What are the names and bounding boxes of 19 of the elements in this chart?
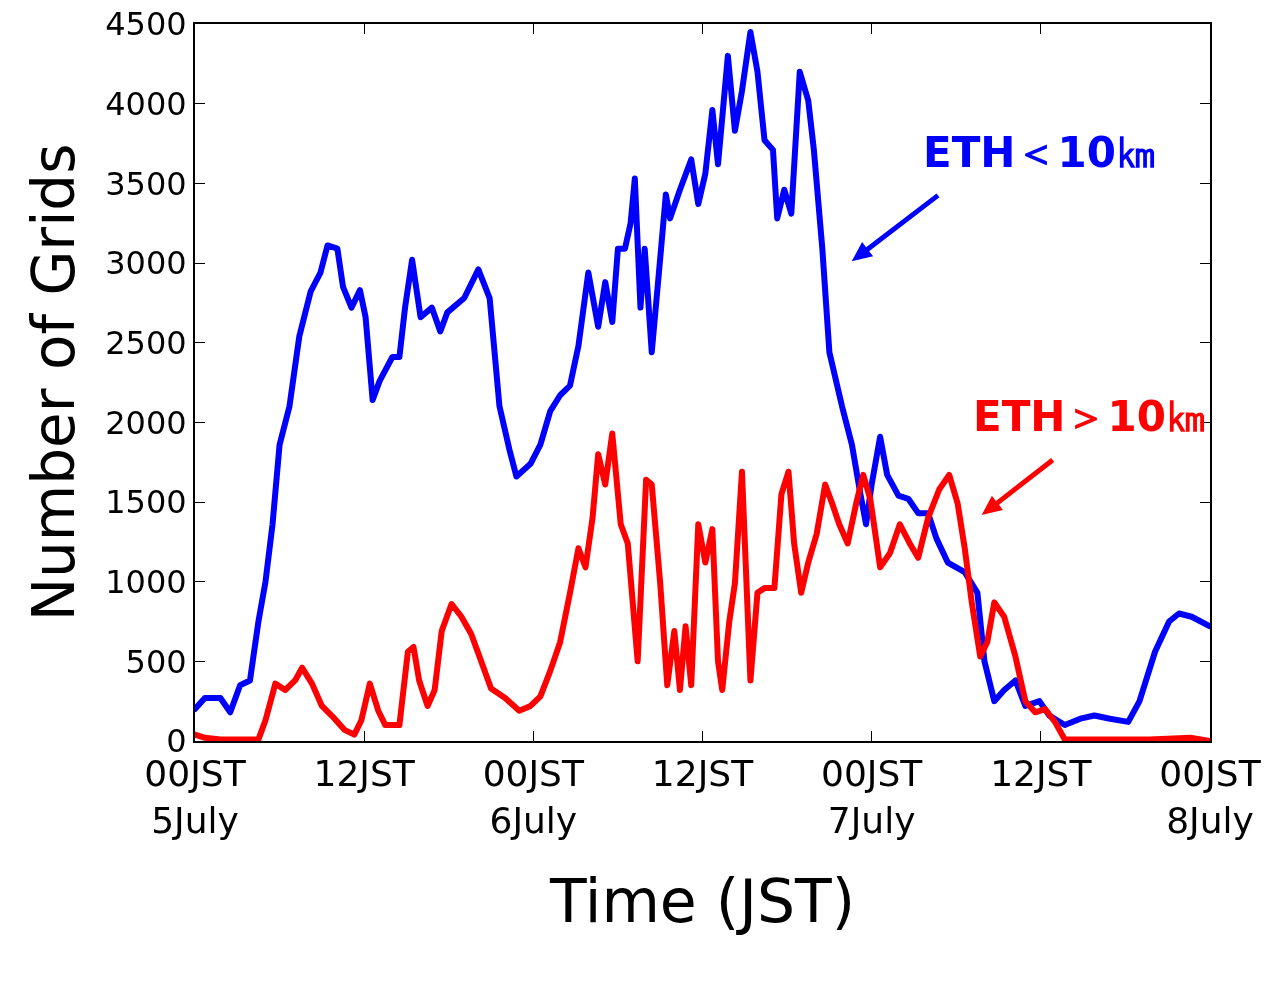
y-tick-label: 3000 <box>105 244 187 283</box>
x-tick-label: 12JST <box>990 753 1093 795</box>
y-axis-title: Number of Grids <box>19 143 88 622</box>
y-tick-label: 1000 <box>105 562 187 601</box>
y-tick-label: 1500 <box>105 483 187 522</box>
y-tick-label: 4000 <box>105 84 187 123</box>
y-tick-label: 3500 <box>105 164 187 203</box>
x-tick-label: 00JST 7July <box>821 753 924 841</box>
y-tick-label: 4500 <box>105 5 187 44</box>
x-tick-label: 12JST <box>651 753 755 795</box>
y-tick-label: 2500 <box>105 323 187 362</box>
annotation: ETH＜10㎞ <box>923 128 1158 177</box>
annotation: ETH＞10㎞ <box>973 392 1208 441</box>
x-tick-label: 00JST 8July <box>1159 753 1262 841</box>
x-tick-label: 00JST 6July <box>482 753 585 841</box>
y-tick-label: 500 <box>125 642 187 681</box>
x-tick-label: 12JST <box>313 753 416 795</box>
y-tick-label: 2000 <box>105 403 187 442</box>
x-axis-title: Time (JST) <box>548 866 856 936</box>
